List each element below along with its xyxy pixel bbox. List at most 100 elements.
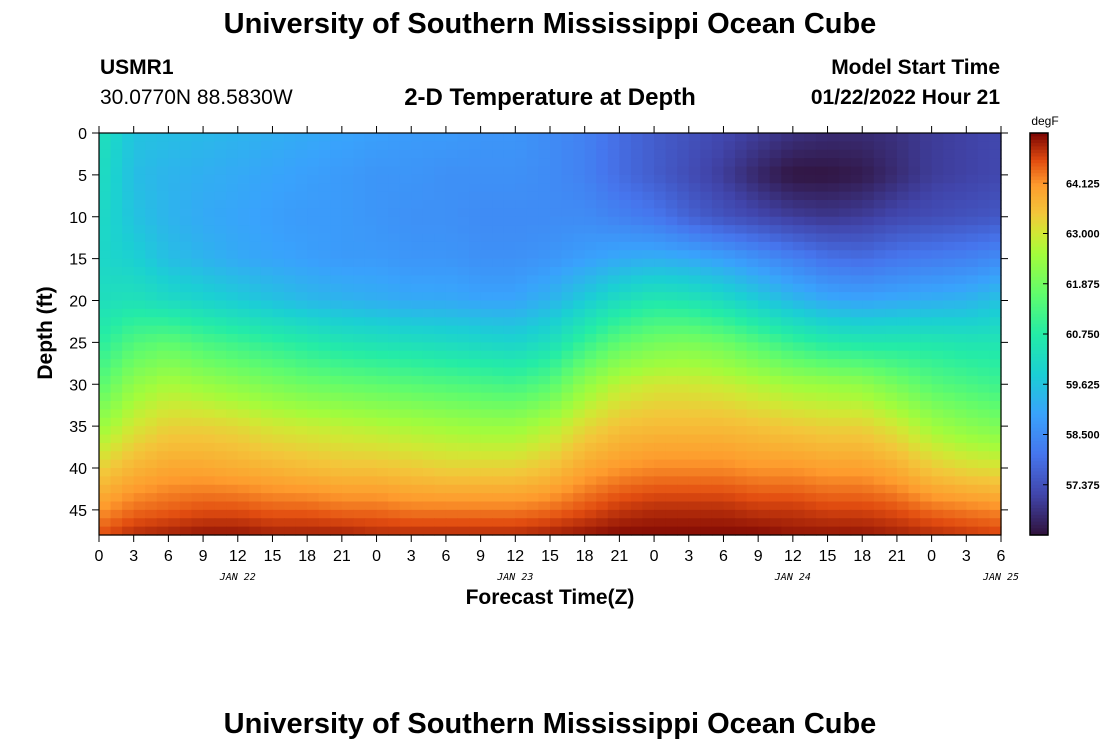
heatmap-cell	[607, 141, 620, 151]
heatmap-cell	[145, 200, 158, 209]
heatmap-cell	[954, 426, 967, 436]
heatmap-cell	[966, 451, 979, 461]
heatmap-cell	[191, 417, 204, 427]
heatmap-cell	[885, 367, 898, 377]
heatmap-cell	[214, 384, 227, 394]
heatmap-cell	[815, 401, 829, 410]
heatmap-cell	[353, 283, 366, 293]
heatmap-cell	[249, 334, 262, 343]
heatmap-cell	[353, 166, 366, 176]
heatmap-cell	[399, 509, 412, 519]
heatmap-cell	[110, 141, 123, 151]
heatmap-cell	[156, 325, 169, 335]
heatmap-cell	[492, 375, 505, 385]
heatmap-cell	[920, 317, 933, 327]
heatmap-cell	[677, 133, 690, 142]
heatmap-cell	[665, 233, 678, 243]
colorbar-segment	[1030, 491, 1048, 496]
heatmap-cell	[364, 216, 378, 226]
heatmap-cell	[399, 183, 412, 193]
heatmap-cell	[388, 191, 401, 201]
heatmap-cell	[596, 375, 609, 385]
heatmap-cell	[896, 451, 910, 461]
heatmap-cell	[804, 241, 817, 251]
colorbar-segment	[1030, 156, 1048, 161]
heatmap-cell	[815, 166, 829, 176]
heatmap-cell	[156, 158, 169, 168]
heatmap-cell	[330, 493, 343, 503]
heatmap-cell	[815, 308, 829, 318]
heatmap-cell	[492, 208, 505, 218]
heatmap-cell	[966, 434, 979, 444]
heatmap-cell	[550, 158, 563, 168]
heatmap-cell	[769, 166, 782, 176]
heatmap-cell	[607, 183, 620, 193]
heatmap-cell	[110, 174, 123, 184]
colorbar-segment	[1030, 424, 1048, 429]
heatmap-cell	[307, 183, 320, 193]
heatmap-cell	[827, 359, 840, 369]
heatmap-cell	[908, 141, 921, 151]
heatmap-cell	[989, 191, 1002, 201]
heatmap-cell	[376, 325, 389, 335]
heatmap-cell	[896, 493, 910, 503]
heatmap-cell	[769, 509, 782, 519]
heatmap-cell	[179, 283, 193, 293]
heatmap-cell	[307, 392, 320, 402]
heatmap-cell	[99, 493, 112, 503]
heatmap-cell	[584, 426, 597, 436]
heatmap-cell	[908, 484, 921, 494]
heatmap-cell	[630, 133, 644, 142]
heatmap-cell	[515, 375, 528, 385]
heatmap-cell	[619, 258, 632, 268]
heatmap-cell	[156, 518, 169, 528]
heatmap-cell	[214, 166, 227, 176]
heatmap-cell	[526, 225, 540, 235]
heatmap-cell	[110, 459, 123, 469]
heatmap-cell	[711, 476, 725, 486]
heatmap-cell	[434, 317, 447, 327]
heatmap-cell	[353, 484, 366, 494]
heatmap-cell	[434, 476, 447, 486]
heatmap-cell	[735, 451, 748, 461]
heatmap-cell	[469, 267, 482, 276]
heatmap-cell	[839, 133, 852, 142]
heatmap-cell	[503, 166, 516, 176]
heatmap-cell	[179, 174, 193, 184]
heatmap-cell	[526, 334, 540, 343]
colorbar-segment	[1030, 213, 1048, 218]
heatmap-cell	[885, 166, 898, 176]
heatmap-cell	[607, 200, 620, 209]
heatmap-cell	[445, 509, 459, 519]
x-tick-label: 0	[372, 548, 381, 565]
heatmap-cell	[977, 451, 991, 461]
heatmap-cell	[492, 417, 505, 427]
heatmap-cell	[445, 200, 459, 209]
heatmap-cell	[307, 283, 320, 293]
heatmap-cell	[642, 166, 655, 176]
colorbar-segment	[1030, 528, 1048, 533]
heatmap-cell	[630, 208, 644, 218]
heatmap-cell	[839, 200, 852, 209]
heatmap-cell	[746, 334, 759, 343]
colorbar: 64.12563.00061.87560.75059.62558.50057.3…	[1029, 132, 1100, 536]
heatmap-cell	[503, 392, 516, 402]
heatmap-cell	[769, 174, 782, 184]
heatmap-cell	[353, 334, 366, 343]
heatmap-cell	[954, 501, 967, 511]
heatmap-cell	[469, 275, 482, 285]
heatmap-cell	[492, 158, 505, 168]
heatmap-cell	[469, 476, 482, 486]
heatmap-cell	[168, 417, 181, 427]
heatmap-cell	[885, 141, 898, 151]
heatmap-cell	[399, 417, 412, 427]
heatmap-cell	[156, 350, 169, 360]
heatmap-cell	[272, 484, 285, 494]
heatmap-cell	[700, 375, 713, 385]
heatmap-cell	[376, 283, 389, 293]
heatmap-cell	[619, 375, 632, 385]
heatmap-cell	[364, 350, 378, 360]
heatmap-cell	[133, 233, 146, 243]
heatmap-cell	[538, 267, 551, 276]
heatmap-cell	[839, 526, 852, 536]
